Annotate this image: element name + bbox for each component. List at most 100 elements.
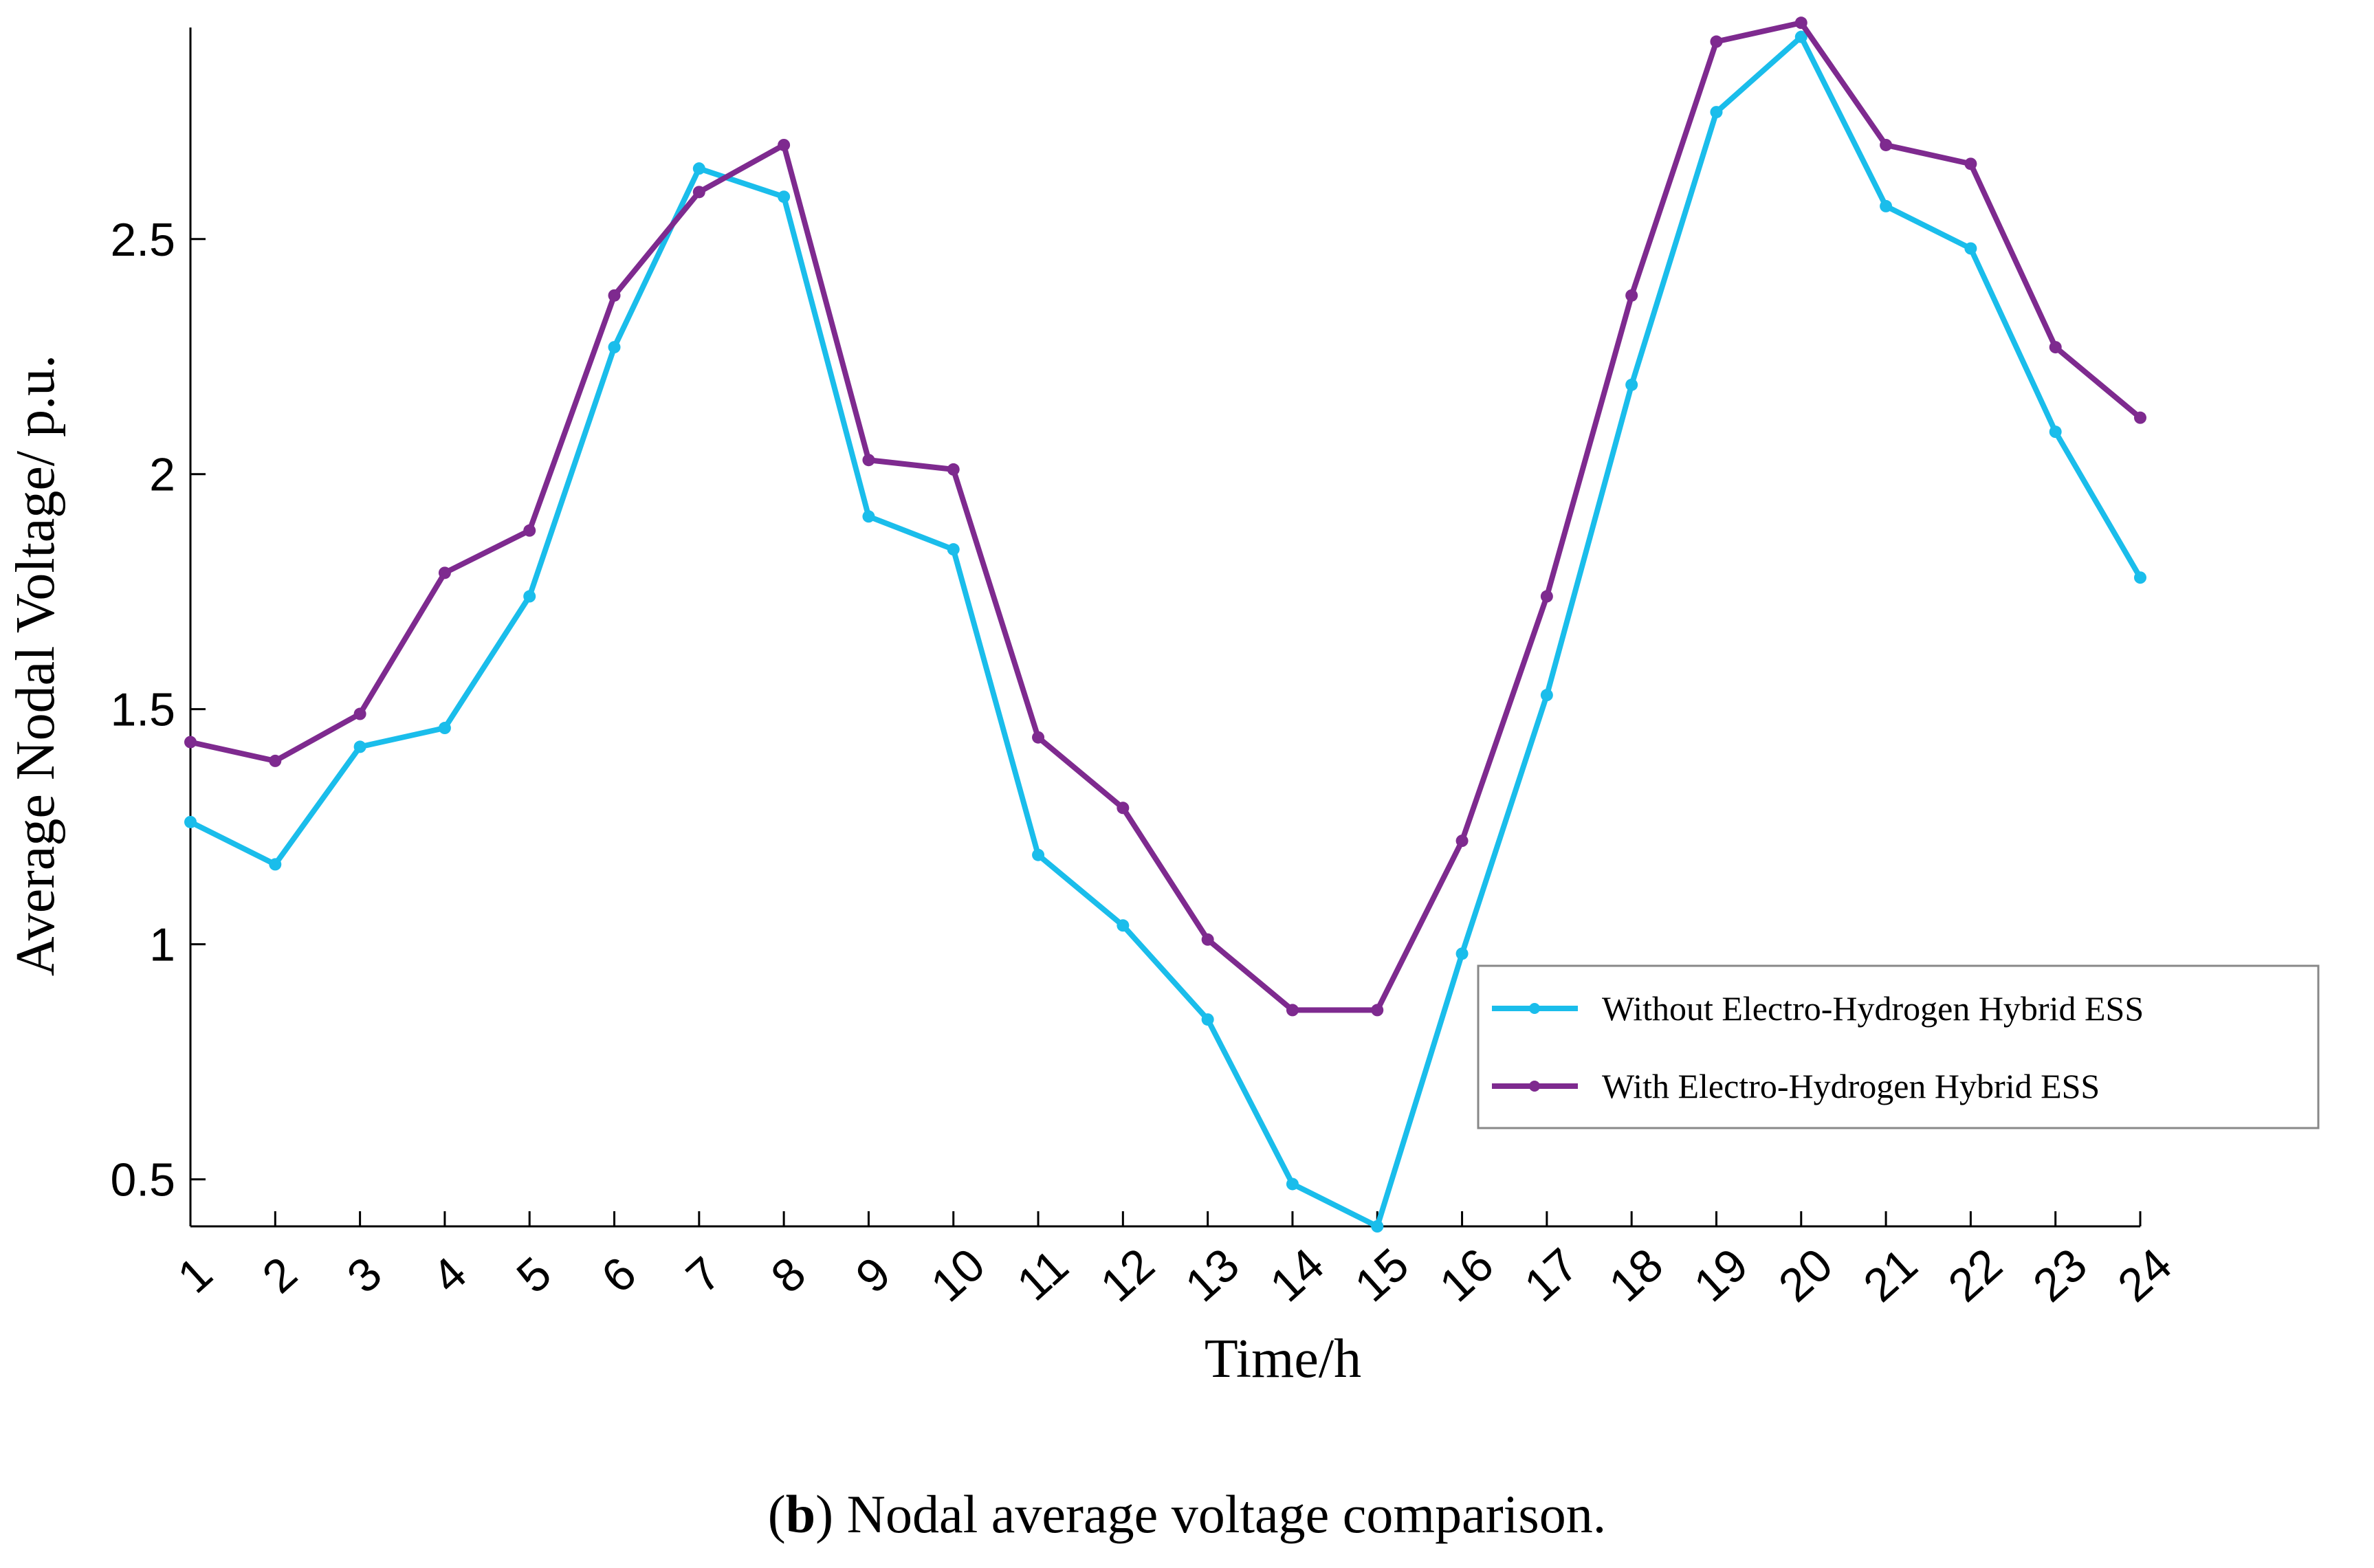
data-point	[1032, 848, 1045, 861]
data-point	[2049, 426, 2062, 439]
data-point	[1964, 157, 1977, 170]
x-tick-label: 18	[1599, 1238, 1673, 1312]
data-point	[1625, 289, 1638, 302]
y-axis-ticks: 0.5 1 1.5 2 2.5	[110, 214, 206, 1206]
data-point	[608, 289, 621, 302]
x-tick-label: 10	[921, 1238, 995, 1312]
data-point	[778, 138, 791, 151]
x-tick-label: 3	[338, 1247, 392, 1303]
x-tick-label: 9	[846, 1247, 901, 1303]
x-tick-label: 6	[592, 1247, 646, 1303]
caption-text: Nodal average voltage comparison.	[846, 1484, 1607, 1544]
x-tick-label: 17	[1515, 1238, 1588, 1312]
y-tick-label: 0.5	[110, 1154, 175, 1206]
data-point	[1201, 933, 1214, 946]
line-chart: 0.511.522.5 1 2 3 4 5 6 7 8 9 10 11 12 13 14 15 16 17 18 1…	[6, 16, 2320, 1389]
series-2	[184, 16, 2146, 1017]
data-point	[1710, 35, 1723, 48]
y-axis-label: Average Nodal Voltage/ p.u.	[6, 355, 66, 976]
x-tick-label: 23	[2023, 1238, 2097, 1312]
legend-label: With Electro-Hydrogen Hybrid ESS	[1602, 1067, 2100, 1105]
data-point	[692, 186, 705, 199]
legend-marker	[1529, 1081, 1540, 1092]
legend-marker	[1529, 1003, 1540, 1014]
x-tick-label: 15	[1345, 1238, 1418, 1312]
series-1	[184, 30, 2146, 1233]
data-point	[1455, 947, 1469, 960]
legend-label: Without Electro-Hydrogen Hybrid ESS	[1602, 989, 2144, 1028]
y-tick-label: 2.5	[110, 214, 175, 266]
x-tick-label: 8	[761, 1247, 815, 1303]
series-line	[188, 34, 2143, 1229]
data-point	[1540, 689, 1553, 702]
figure-caption: (b) Nodal average voltage comparison.	[767, 1484, 1607, 1544]
data-point	[778, 190, 791, 203]
data-point	[1286, 1178, 1299, 1191]
data-point	[1540, 590, 1553, 603]
x-tick-label: 12	[1090, 1238, 1164, 1312]
data-point	[269, 754, 282, 767]
data-point	[1455, 835, 1469, 848]
x-tick-label: 24	[2108, 1238, 2181, 1312]
data-point	[438, 722, 451, 735]
caption-label: b	[785, 1484, 816, 1544]
data-point	[1880, 199, 1893, 212]
y-tick-label: 1	[149, 919, 175, 971]
data-point	[353, 707, 366, 720]
data-point	[862, 454, 875, 467]
data-point	[1286, 1004, 1299, 1017]
data-point	[184, 815, 197, 828]
x-tick-label: 7	[677, 1247, 731, 1303]
data-point	[1371, 1220, 1384, 1233]
legend-box	[1477, 964, 2320, 1129]
data-point	[269, 858, 282, 871]
data-point	[1117, 802, 1130, 815]
data-point	[1371, 1004, 1384, 1017]
data-point	[1794, 30, 1807, 43]
x-tick-label: 14	[1260, 1238, 1334, 1312]
series-layer	[184, 16, 2146, 1233]
data-point	[353, 740, 366, 753]
x-tick-label: 11	[1007, 1239, 1078, 1311]
legend-entries: Without Electro-Hydrogen Hybrid ESS With …	[1492, 989, 2144, 1105]
y-tick-label: 1.5	[110, 684, 175, 736]
data-point	[1710, 106, 1723, 119]
x-tick-label: 19	[1684, 1238, 1758, 1312]
data-point	[2134, 571, 2146, 584]
data-point	[692, 162, 705, 175]
x-tick-label: 4	[422, 1247, 476, 1303]
x-tick-label: 16	[1430, 1238, 1504, 1312]
series-line	[188, 20, 2143, 1013]
data-point	[1625, 378, 1638, 391]
x-tick-label: 13	[1176, 1238, 1249, 1312]
x-tick-label: 1	[168, 1247, 222, 1303]
x-tick-label: 2	[252, 1247, 307, 1303]
data-point	[1201, 1013, 1214, 1026]
x-tick-label: 20	[1769, 1238, 1843, 1312]
legend-entry: Without Electro-Hydrogen Hybrid ESS	[1492, 989, 2144, 1028]
data-point	[1794, 16, 1807, 30]
data-point	[1964, 242, 1977, 255]
data-point	[523, 524, 536, 537]
data-point	[862, 510, 875, 523]
data-point	[2049, 341, 2062, 354]
data-point	[1880, 138, 1893, 151]
data-point	[947, 543, 960, 556]
axes	[189, 27, 2140, 1228]
y-tick-label: 2	[149, 449, 175, 501]
data-point	[438, 566, 451, 579]
data-point	[947, 463, 960, 476]
data-point	[1117, 919, 1130, 932]
legend-entry: With Electro-Hydrogen Hybrid ESS	[1492, 1067, 2100, 1105]
data-point	[184, 736, 197, 749]
legend: Without Electro-Hydrogen Hybrid ESS With …	[1477, 964, 2320, 1129]
x-tick-label: 22	[1938, 1238, 2012, 1312]
x-axis-label: Time/h	[1205, 1329, 1361, 1389]
x-tick-label: 5	[507, 1247, 561, 1303]
data-point	[2134, 411, 2146, 424]
x-tick-label: 21	[1854, 1238, 1927, 1312]
data-point	[523, 590, 536, 603]
data-point	[608, 341, 621, 354]
data-point	[1032, 731, 1045, 744]
